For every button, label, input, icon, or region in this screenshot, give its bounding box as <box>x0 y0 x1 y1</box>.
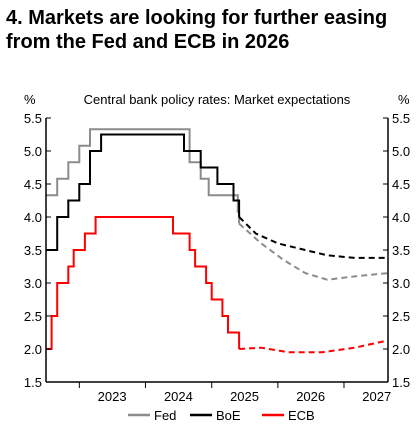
series-boe-forecast <box>238 216 388 259</box>
chart-title: 4. Markets are looking for further easin… <box>6 6 414 54</box>
y-tick-label-left: 4.5 <box>24 177 42 192</box>
y-tick-label-right: 5.5 <box>392 111 410 126</box>
x-tick-label: 2026 <box>296 389 325 404</box>
y-tick-label-left: 2.5 <box>24 309 42 324</box>
y-tick-label-right: 3.5 <box>392 243 410 258</box>
series-boe-line <box>46 133 241 251</box>
y-tick-label-right: 1.5 <box>392 375 410 390</box>
chart-subtitle: Central bank policy rates: Market expect… <box>84 92 351 107</box>
y-tick-label-right: 2.5 <box>392 309 410 324</box>
y-tick-label-left: 5.5 <box>24 111 42 126</box>
legend-label-fed: Fed <box>154 408 176 423</box>
chart-title-line-1: 4. Markets are looking for further easin… <box>6 7 388 29</box>
y-tick-label-left: 3.0 <box>24 276 42 291</box>
series-ecb-line <box>46 216 241 350</box>
y-tick-label-left: 1.5 <box>24 375 42 390</box>
series-layer <box>46 128 389 354</box>
legend: Fed BoE ECB <box>128 408 315 423</box>
legend-label-ecb: ECB <box>288 408 315 423</box>
series-ecb-forecast <box>239 339 389 354</box>
y-tick-label-left: 2.0 <box>24 342 42 357</box>
series-fed-line <box>46 128 241 224</box>
y-tick-label-right: 2.0 <box>392 342 410 357</box>
y-tick-label-left: 5.0 <box>24 144 42 159</box>
series-fed-forecast <box>238 222 389 281</box>
x-tick-label: 2024 <box>164 389 193 404</box>
chart-title-line-2: from the Fed and ECB in 2026 <box>6 31 290 53</box>
y-tick-label-right: 4.5 <box>392 177 410 192</box>
y-tick-label-left: 3.5 <box>24 243 42 258</box>
y-tick-label-right: 4.0 <box>392 210 410 225</box>
right-axis-unit: % <box>398 92 410 107</box>
x-tick-label: 2023 <box>98 389 127 404</box>
axes-layer: 5.5 5.5 5.0 5.0 4.5 4.5 4.0 4.0 3.5 3.5 3.0 3.0 2.5 2… <box>24 111 410 404</box>
y-tick-label-right: 3.0 <box>392 276 410 291</box>
x-tick-label: 2027 <box>362 389 391 404</box>
left-axis-unit: % <box>24 92 36 107</box>
x-tick-label: 2025 <box>230 389 259 404</box>
y-tick-label-left: 4.0 <box>24 210 42 225</box>
legend-label-boe: BoE <box>216 408 241 423</box>
y-tick-label-right: 5.0 <box>392 144 410 159</box>
